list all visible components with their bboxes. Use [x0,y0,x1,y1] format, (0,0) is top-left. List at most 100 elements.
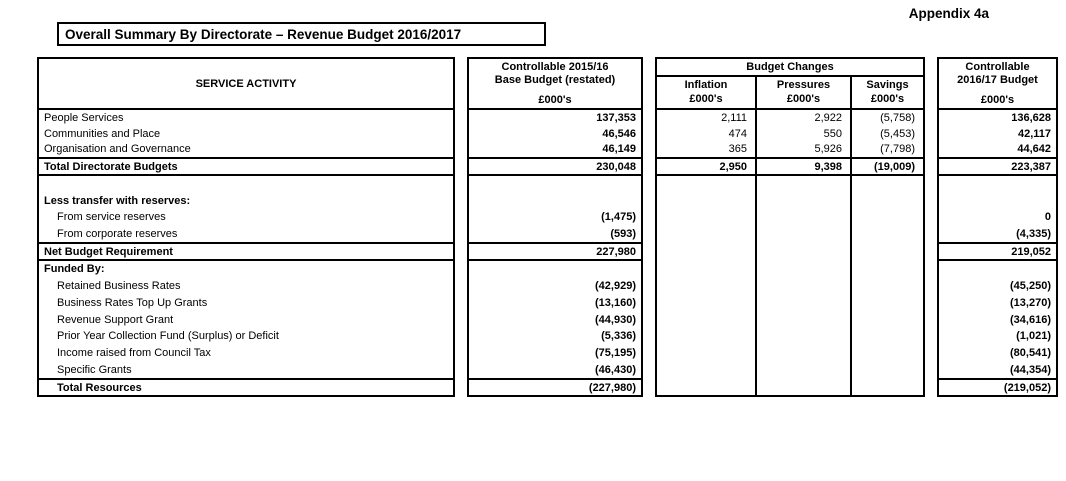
cell-1617-budget: (13,270) [1010,296,1051,309]
section-net_budget-labels: Net Budget Requirement [37,242,455,261]
base-budget-header-line2: Base Budget (restated) [494,74,616,86]
cell-1617-budget: (80,541) [1010,346,1051,359]
table-row: Total Directorate Budgets [39,159,453,174]
table-row: 42,117 [939,126,1056,142]
page-title-text: Overall Summary By Directorate – Revenue… [65,26,462,42]
budget-1617-units: £000's [980,94,1015,106]
cell-1617-budget: 44,642 [1017,143,1051,156]
section-directorates-labels: People Services Communities and Place Orga… [37,108,455,159]
cell-inflation: 2,111 [721,111,747,124]
table-row: (13,270) [939,294,1056,311]
cell-base-budget: (75,195) [595,346,636,359]
budget-changes-subheaders: Inflation £000's Pressures £000's Saving… [657,77,923,108]
table-row: 365 5,926 (7,798) [657,141,923,158]
panel-base-budget: Controllable 2015/16 Base Budget (restat… [467,57,643,397]
section-directorates-changes: 2,111 2,922 (5,758) 474 550 (5,453) 365 5,926 (7… [655,108,925,159]
inflation-units: £000's [689,92,723,105]
row-label: Less transfer with reserves: [44,194,191,207]
savings-column-header: Savings £000's [850,77,923,108]
section-reserves-labels: Less transfer with reserves: From service… [37,174,455,244]
table-row: Organisation and Governance [39,141,453,157]
pressures-column-header: Pressures £000's [755,77,850,108]
section-funded_by-base: (42,929) (13,160) (44,930) (5,336) (75,195) (… [467,259,643,380]
row-label: People Services [44,111,124,124]
cell-base-budget: 230,048 [596,160,636,173]
section-lower-changes-empty [655,174,925,397]
row-label: Total Resources [57,381,142,394]
table-row [469,261,641,278]
cell-1617-budget: 0 [1044,211,1051,224]
base-budget-header-title: Controllable 2015/16 Base Budget (restat… [469,59,641,87]
table-row: (42,929) [469,278,641,295]
budget-1617-header: Controllable 2016/17 Budget £000's [937,57,1058,110]
section-reserves-1617: 0 (4,335) [937,174,1058,244]
cell-savings: (5,453) [850,125,923,142]
cell-base-budget: (5,336) [601,330,636,343]
cell-base-budget: (46,430) [595,363,636,376]
pressures-label: Pressures [776,79,831,91]
cell-base-budget: 227,980 [596,245,636,258]
table-row: (34,616) [939,311,1056,328]
table-row: 227,980 [469,244,641,259]
cell-1617-budget: (45,250) [1010,280,1051,293]
base-budget-units: £000's [538,94,572,106]
row-label: Retained Business Rates [57,280,181,293]
table-row: Retained Business Rates [39,278,453,295]
row-label: Total Directorate Budgets [44,160,178,173]
table-row: Net Budget Requirement [39,244,453,259]
table-row: Less transfer with reserves: [39,193,453,210]
table-row: 230,048 [469,159,641,174]
section-net_budget-base: 227,980 [467,242,643,261]
cell-pressures: 5,926 [755,141,850,158]
cell-pressures: 9,398 [755,159,850,174]
service-activity-header: SERVICE ACTIVITY [37,57,455,110]
pressures-units: £000's [786,92,821,105]
table-row [39,176,453,193]
cell-base-budget: 46,546 [602,127,636,140]
section-directorates-1617: 136,628 42,117 44,642 [937,108,1058,159]
section-directorates-base: 137,353 46,546 46,149 [467,108,643,159]
cell-base-budget: (227,980) [588,381,636,394]
table-row [939,176,1056,193]
cell-savings-empty [850,176,923,395]
row-label: Prior Year Collection Fund (Surplus) or … [57,330,279,343]
budget-1617-header-line1: Controllable [965,61,1030,73]
table-row: (1,021) [939,328,1056,345]
inflation-column-header: Inflation £000's [657,77,755,108]
page-title: Overall Summary By Directorate – Revenue… [57,22,546,46]
table-row: Specific Grants [39,361,453,378]
service-activity-header-text: SERVICE ACTIVITY [195,77,297,90]
table-row: 46,546 [469,126,641,142]
table-row: From corporate reserves [39,226,453,243]
cell-base-budget: (593) [610,227,636,240]
table-row: (5,336) [469,328,641,345]
row-label: From service reserves [57,211,166,224]
cell-pressures-empty [755,176,850,395]
cell-1617-budget: (4,335) [1016,227,1051,240]
table-row: (80,541) [939,345,1056,362]
cell-1617-budget: (1,021) [1016,330,1051,343]
table-row [469,176,641,193]
table-row: 0 [939,209,1056,226]
cell-inflation: 2,950 [719,160,747,173]
cell-pressures: 550 [755,125,850,142]
table-row: Communities and Place [39,126,453,142]
table-row: 223,387 [939,159,1056,174]
budget-1617-header-line2: 2016/17 Budget [957,74,1038,86]
table-row: Funded By: [39,261,453,278]
cell-1617-budget: (34,616) [1010,313,1051,326]
row-label: Funded By: [44,263,105,276]
cell-savings: (7,798) [850,141,923,158]
appendix-label: Appendix 4a [908,6,989,21]
cell-base-budget: (13,160) [595,296,636,309]
section-total_directorate-labels: Total Directorate Budgets [37,157,455,176]
cell-1617-budget: (219,052) [1003,381,1051,394]
table-row: Prior Year Collection Fund (Surplus) or … [39,328,453,345]
inflation-label: Inflation [684,79,728,91]
row-label: Organisation and Governance [44,143,191,156]
section-total_resources-labels: Total Resources [37,378,455,397]
budget-changes-header: Budget Changes Inflation £000's Pressure… [655,57,925,110]
section-total_directorate-changes: 2,950 9,398 (19,009) [655,157,925,176]
table-row: Revenue Support Grant [39,311,453,328]
